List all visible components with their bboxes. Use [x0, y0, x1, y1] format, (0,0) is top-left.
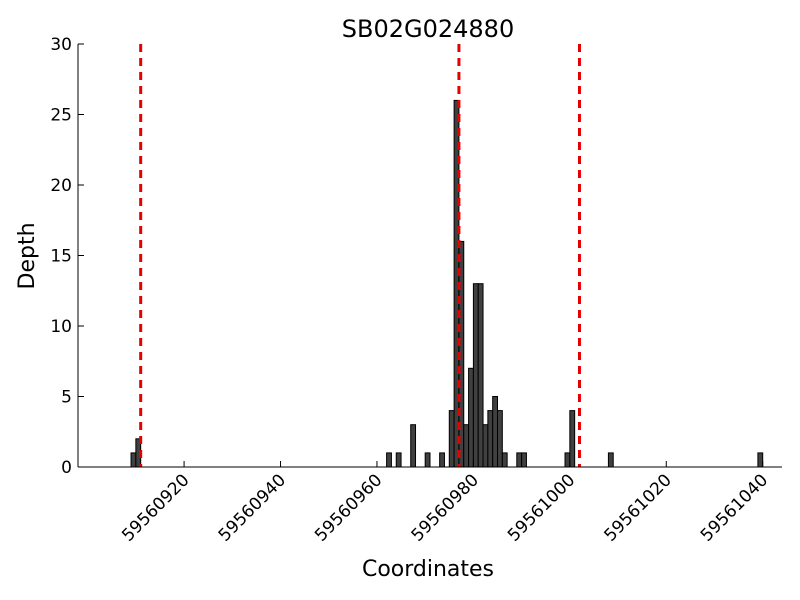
- depth-bar: [477, 283, 484, 468]
- axes-group: [77, 44, 782, 468]
- depth-bar: [482, 424, 489, 468]
- depth-bar: [463, 424, 470, 468]
- x-tick-label: 59560940: [215, 470, 290, 545]
- x-axis-label: Coordinates: [362, 557, 494, 582]
- depth-bar: [472, 283, 479, 468]
- depth-bar: [492, 396, 498, 468]
- depth-bar: [410, 424, 417, 468]
- y-tick-label: 20: [50, 176, 72, 196]
- bars-group: [130, 99, 764, 468]
- depth-bar: [757, 452, 764, 468]
- y-tick-label: 0: [61, 458, 72, 478]
- x-tick-label: 59561020: [600, 470, 675, 545]
- depth-bar: [130, 452, 137, 468]
- depth-bar: [497, 410, 503, 468]
- y-tick-label: 10: [50, 317, 72, 337]
- depth-bar: [516, 452, 523, 468]
- y-tick-label: 15: [50, 247, 72, 267]
- x-tick-label: 59561040: [697, 470, 772, 545]
- y-axis-label: Depth: [15, 222, 40, 289]
- y-tick-label: 25: [50, 106, 72, 126]
- depth-bar: [607, 452, 614, 468]
- depth-bar: [468, 367, 474, 468]
- y-tick-label: 5: [61, 388, 72, 408]
- depth-bar: [487, 410, 494, 468]
- x-tick-label: 59560980: [408, 470, 483, 545]
- x-tick-label: 59561000: [504, 470, 579, 545]
- depth-bar: [448, 410, 455, 468]
- chart-title: SB02G024880: [342, 15, 514, 43]
- y-tick-label: 30: [50, 35, 72, 55]
- x-tick-label: 59560920: [118, 470, 193, 545]
- reference-lines-group: [139, 44, 581, 467]
- depth-bar: [439, 452, 445, 468]
- depth-bar: [564, 452, 571, 468]
- depth-bar: [424, 452, 431, 468]
- x-ticks-group: 59560920 59560940 59560960 59560980 59561000…: [118, 461, 772, 546]
- x-tick-label: 59560960: [311, 470, 386, 545]
- depth-bar: [521, 452, 527, 468]
- depth-bar: [569, 410, 576, 468]
- depth-bar: [501, 452, 508, 468]
- depth-bar: [395, 452, 402, 468]
- y-ticks-group: 0 5 10 15 20 25 30: [50, 35, 84, 478]
- depth-bar: [386, 452, 392, 468]
